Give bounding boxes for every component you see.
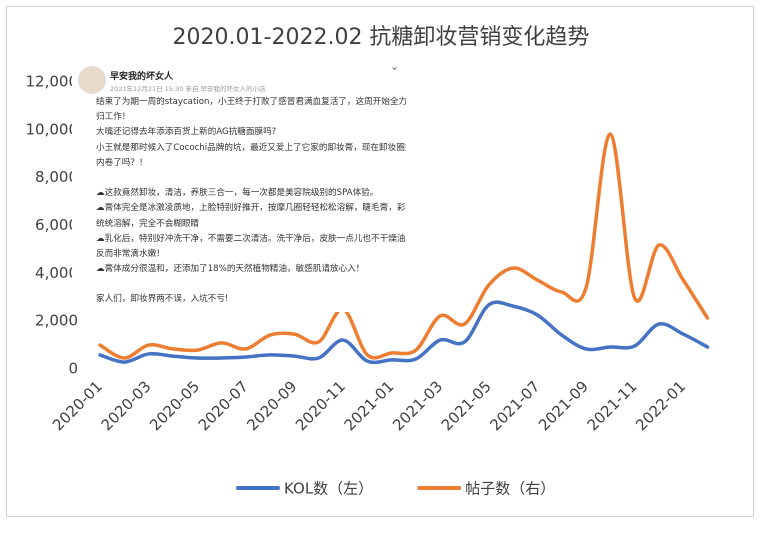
y-tick-label: 12,000 bbox=[26, 73, 79, 91]
post-line: 内卷了吗？！ bbox=[96, 157, 148, 168]
y-tick-label: 2,000 bbox=[35, 312, 78, 330]
x-tick-label: 2020-07 bbox=[195, 377, 252, 434]
x-tick-label: 2020-09 bbox=[243, 377, 300, 434]
post-line: 归工作！ bbox=[96, 112, 131, 123]
x-tick-label: 2021-05 bbox=[438, 377, 495, 434]
y-tick-label: 4,000 bbox=[35, 264, 78, 282]
chart-frame bbox=[6, 6, 754, 517]
post-line: ☁这款竟然卸妆，清洁，养肤三合一，每一次都是美容院级别的SPA体验。 bbox=[96, 188, 379, 199]
post-line: ☁膏体成分很温和，还添加了18%的天然植物精油，敏感肌请放心入！ bbox=[96, 264, 365, 275]
chart-title: 2020.01-2022.02 抗糖卸妆营销变化趋势 bbox=[173, 25, 590, 50]
y-tick-label: 0 bbox=[68, 360, 78, 378]
x-tick-label: 2021-01 bbox=[341, 377, 398, 434]
post-line: ☁膏体完全是冰激凌质地，上脸特别好推开，按摩几圈轻轻松松溶解，睫毛膏，彩妆 bbox=[96, 203, 406, 214]
spacer bbox=[96, 277, 406, 292]
post-line: 家人们，卸妆界两不误，入坑不亏! bbox=[96, 294, 229, 305]
y-tick-label: 8,000 bbox=[35, 168, 78, 186]
y-tick-label: 10,000 bbox=[26, 120, 79, 138]
x-tick-label: 2021-03 bbox=[389, 377, 446, 434]
post-line: ☁乳化后，特别好冲洗干净，不需要二次清洁。洗干净后，皮肤一点儿也不干燥油腻， bbox=[96, 233, 406, 244]
legend-label: KOL数（左） bbox=[284, 480, 373, 498]
post-line: 反而非常滴水嫩！ bbox=[96, 248, 165, 259]
x-tick-label: 2020-03 bbox=[98, 377, 155, 434]
spacer bbox=[96, 171, 406, 186]
x-tick-label: 2022-01 bbox=[632, 377, 689, 434]
post-author: 早安我的坏女人 bbox=[110, 72, 174, 82]
x-tick-label: 2021-07 bbox=[486, 377, 543, 434]
series-line bbox=[98, 132, 710, 360]
post-line: 小王就是那时候入了Cocochi品牌的坑，最近又爱上了它家的卸妆膏，现在卸妆圈如… bbox=[96, 142, 406, 153]
social-post: 早安我的坏女人 2021年12月21日 15:30 来自 早安我的坏女人的小店 … bbox=[72, 60, 408, 312]
post-line: 大嘴还记得去年添添百货上新的AG抗糖面膜吗? bbox=[96, 127, 277, 138]
legend-label: 帖子数（右） bbox=[465, 480, 555, 498]
avatar bbox=[78, 66, 106, 94]
expand-icon[interactable]: ⌄ bbox=[390, 60, 400, 73]
x-tick-label: 2020-01 bbox=[49, 377, 106, 434]
y-tick-label: 6,000 bbox=[35, 216, 78, 234]
x-tick-label: 2020-05 bbox=[146, 377, 203, 434]
post-body: 结束了为期一周的staycation，小王终于打败了感冒君满血复活了，这周开始全… bbox=[96, 95, 406, 308]
post-meta: 2021年12月21日 15:30 来自 早安我的坏女人的小店 bbox=[110, 85, 266, 93]
x-tick-label: 2021-11 bbox=[584, 377, 641, 434]
post-line: 结束了为期一周的staycation，小王终于打败了感冒君满血复活了，这周开始全… bbox=[96, 97, 406, 107]
series-line bbox=[98, 300, 710, 365]
x-tick-label: 2020-11 bbox=[292, 377, 349, 434]
post-line: 统统溶解，完全不会糊眼睛 bbox=[96, 218, 200, 229]
x-tick-label: 2021-09 bbox=[535, 377, 592, 434]
